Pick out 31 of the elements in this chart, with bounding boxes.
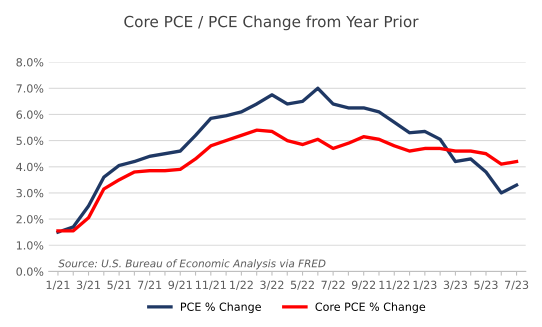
x-tick-label: 11/22	[379, 280, 410, 290]
x-tick-label: 1/21	[46, 280, 70, 290]
x-tick-label: 5/22	[290, 280, 314, 290]
y-tick-label: 8.0%	[16, 58, 44, 67]
annotation: Source: U.S. Bureau of Economic Analysis via FRED	[58, 259, 326, 270]
x-tick-label: 7/21	[138, 280, 162, 290]
chart-title: Core PCE / PCE Change from Year Prior	[124, 15, 419, 30]
y-tick-label: 7.0%	[16, 84, 44, 93]
y-tick-label: 2.0%	[16, 215, 44, 224]
y-tick-label: 6.0%	[16, 110, 44, 119]
x-tick-label: 3/21	[76, 280, 100, 290]
x-tick-label: 3/22	[260, 280, 284, 290]
x-tick-label: 3/23	[444, 280, 468, 290]
y-tick-label: 0.0%	[16, 267, 44, 276]
x-tick-label: 5/21	[107, 280, 131, 290]
y-tick-label: 5.0%	[16, 136, 44, 145]
x-tick-label: 7/22	[322, 280, 344, 290]
x-tick-label: 1/22	[230, 280, 253, 290]
x-tick-label: 9/21	[168, 280, 192, 290]
x-tick-label: 9/22	[352, 280, 376, 290]
line-series	[56, 86, 518, 234]
y-tick-label: 1.0%	[16, 241, 44, 250]
y-tick-label: 3.0%	[16, 188, 44, 198]
legend-label: PCE % Change	[180, 302, 261, 314]
legend-label: Core PCE % Change	[315, 302, 426, 314]
x-tick-label: 1/23	[414, 280, 436, 290]
x-tick-label: 7/23	[505, 280, 528, 290]
x-tick-label: 11/21	[196, 280, 226, 290]
line-series	[56, 128, 518, 233]
y-tick-label: 4.0%	[16, 162, 44, 172]
x-tick-label: 5/23	[474, 280, 498, 290]
